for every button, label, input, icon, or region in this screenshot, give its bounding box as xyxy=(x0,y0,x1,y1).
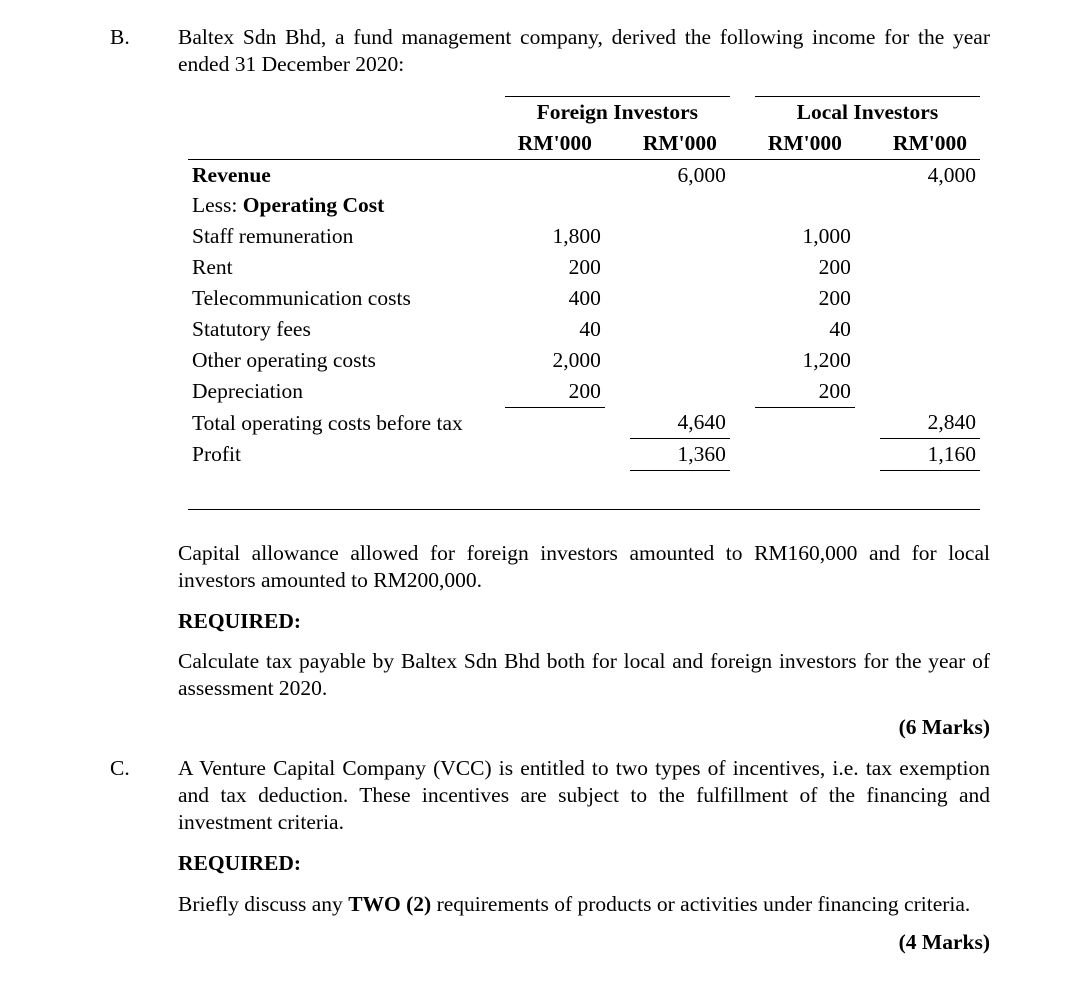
table-row: Profit 1,360 1,160 xyxy=(188,438,980,470)
table-cell xyxy=(880,345,980,376)
row-label: Total operating costs before tax xyxy=(188,407,505,438)
table-cell xyxy=(755,438,855,470)
table-cell: 1,200 xyxy=(755,345,855,376)
section-c-task-suffix: requirements of products or activities u… xyxy=(431,892,970,916)
table-cell xyxy=(505,407,605,438)
table-cell: 1,000 xyxy=(755,221,855,252)
section-b-marks: (6 Marks) xyxy=(178,714,990,741)
row-label: Revenue xyxy=(188,159,505,190)
section-b-body: Baltex Sdn Bhd, a fund management compan… xyxy=(178,24,990,741)
income-table-head: Foreign Investors Local Investors RM'000… xyxy=(188,96,980,159)
section-c-task-prefix: Briefly discuss any xyxy=(178,892,348,916)
unit-header: RM'000 xyxy=(505,128,605,159)
required-heading-c: REQUIRED: xyxy=(178,850,990,877)
table-cell: 2,000 xyxy=(505,345,605,376)
table-cell: 200 xyxy=(505,252,605,283)
table-cell: 400 xyxy=(505,283,605,314)
table-cell xyxy=(630,314,730,345)
row-label: Statutory fees xyxy=(188,314,505,345)
capital-allowance-note: Capital allowance allowed for foreign in… xyxy=(178,540,990,594)
table-cell xyxy=(755,159,855,190)
section-b-task: Calculate tax payable by Baltex Sdn Bhd … xyxy=(178,648,990,702)
table-cell xyxy=(880,190,980,221)
required-heading-b: REQUIRED: xyxy=(178,608,990,635)
row-label: Staff remuneration xyxy=(188,221,505,252)
table-cell xyxy=(880,283,980,314)
unit-header: RM'000 xyxy=(880,128,980,159)
section-c-label: C. xyxy=(110,755,178,956)
table-cell xyxy=(505,159,605,190)
table-cell: 1,800 xyxy=(505,221,605,252)
table-cell xyxy=(505,438,605,470)
document-page: B. Baltex Sdn Bhd, a fund management com… xyxy=(0,0,1080,994)
table-cell xyxy=(505,190,605,221)
row-label: Less: Operating Cost xyxy=(188,190,505,221)
table-row: Staff remuneration1,800 1,000 xyxy=(188,221,980,252)
table-cell: 6,000 xyxy=(630,159,730,190)
table-row: Total operating costs before tax 4,640 2,8… xyxy=(188,407,980,438)
table-row: Rent200200 xyxy=(188,252,980,283)
table-cell: 200 xyxy=(755,283,855,314)
table-cell: 4,000 xyxy=(880,159,980,190)
table-cell xyxy=(755,407,855,438)
section-c-task: Briefly discuss any TWO (2) requirements… xyxy=(178,891,990,918)
table-cell xyxy=(630,376,730,407)
table-cell xyxy=(630,221,730,252)
table-cell xyxy=(755,190,855,221)
table-cell xyxy=(630,345,730,376)
section-b-label: B. xyxy=(110,24,178,741)
col-group-foreign: Foreign Investors xyxy=(505,96,730,127)
section-b-intro: Baltex Sdn Bhd, a fund management compan… xyxy=(178,24,990,78)
income-table: Foreign Investors Local Investors RM'000… xyxy=(188,96,980,510)
table-row: Depreciation200200 xyxy=(188,376,980,407)
table-cell: 4,640 xyxy=(630,407,730,438)
table-cell xyxy=(630,190,730,221)
income-table-wrap: Foreign Investors Local Investors RM'000… xyxy=(178,96,990,510)
table-cell: 40 xyxy=(505,314,605,345)
table-cell: 200 xyxy=(755,376,855,407)
table-cell xyxy=(630,252,730,283)
table-row: Revenue 6,000 4,000 xyxy=(188,159,980,190)
section-c-marks: (4 Marks) xyxy=(178,929,990,956)
table-cell: 1,360 xyxy=(630,438,730,470)
table-cell xyxy=(630,283,730,314)
table-cell: 2,840 xyxy=(880,407,980,438)
row-label: Depreciation xyxy=(188,376,505,407)
table-cell: 1,160 xyxy=(880,438,980,470)
section-c-intro: A Venture Capital Company (VCC) is entit… xyxy=(178,755,990,836)
row-label: Profit xyxy=(188,438,505,470)
section-c-body: A Venture Capital Company (VCC) is entit… xyxy=(178,755,990,956)
section-c-task-bold: TWO (2) xyxy=(348,892,431,916)
section-c: C. A Venture Capital Company (VCC) is en… xyxy=(110,755,990,956)
table-cell: 200 xyxy=(505,376,605,407)
table-row: Other operating costs2,000 1,200 xyxy=(188,345,980,376)
row-label: Other operating costs xyxy=(188,345,505,376)
row-label: Rent xyxy=(188,252,505,283)
unit-header: RM'000 xyxy=(630,128,730,159)
col-group-local: Local Investors xyxy=(755,96,980,127)
table-row: Telecommunication costs400 200 xyxy=(188,283,980,314)
row-label: Telecommunication costs xyxy=(188,283,505,314)
income-table-body: Revenue6,0004,000Less: Operating CostSta… xyxy=(188,159,980,509)
unit-header: RM'000 xyxy=(755,128,855,159)
table-cell xyxy=(880,314,980,345)
table-cell xyxy=(880,376,980,407)
table-cell: 40 xyxy=(755,314,855,345)
table-cell: 200 xyxy=(755,252,855,283)
table-cell xyxy=(880,252,980,283)
table-cell xyxy=(880,221,980,252)
table-row: Less: Operating Cost xyxy=(188,190,980,221)
section-b: B. Baltex Sdn Bhd, a fund management com… xyxy=(110,24,990,741)
table-row: Statutory fees4040 xyxy=(188,314,980,345)
